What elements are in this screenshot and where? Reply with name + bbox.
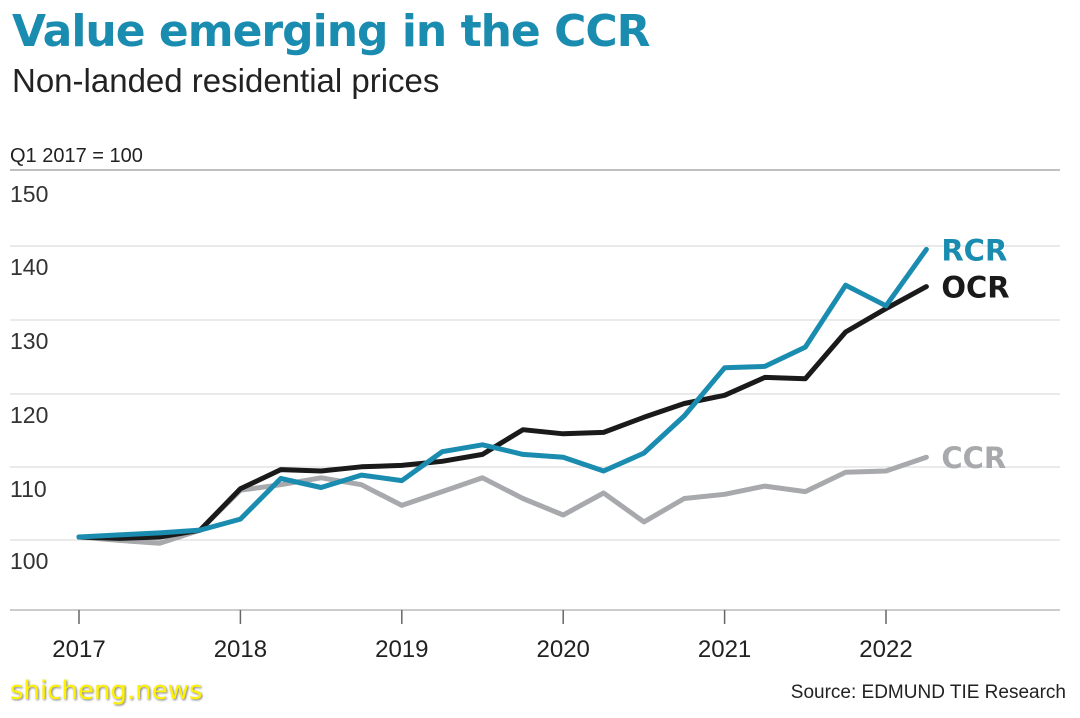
series-label-rcr: RCR xyxy=(941,233,1007,267)
watermark: shicheng.news xyxy=(10,676,203,706)
y-axis-label: Q1 2017 = 100 xyxy=(10,145,143,167)
y-tick-label: 130 xyxy=(10,328,48,354)
y-tick-label: 110 xyxy=(10,476,47,502)
series-line-ocr xyxy=(76,284,929,541)
x-tick-label: 2017 xyxy=(52,636,105,663)
x-tick-label: 2018 xyxy=(214,636,267,663)
x-tick-label: 2019 xyxy=(375,636,428,663)
series-label-ocr: OCR xyxy=(941,271,1009,305)
y-tick-label: 100 xyxy=(10,548,48,574)
y-tick-label: 120 xyxy=(10,402,48,428)
source-note: Source: EDMUND TIE Research xyxy=(790,682,1066,703)
chart-subtitle: Non-landed residential prices xyxy=(12,62,440,99)
series-line-rcr xyxy=(76,246,929,540)
chart-title: Value emerging in the CCR xyxy=(12,6,651,57)
series-label-ccr: CCR xyxy=(941,441,1006,475)
x-tick-label: 2020 xyxy=(537,636,590,663)
x-tick-label: 2021 xyxy=(698,636,751,663)
y-tick-label: 140 xyxy=(10,254,48,280)
y-tick-label: 150 xyxy=(10,181,48,207)
x-tick-label: 2022 xyxy=(859,636,912,663)
